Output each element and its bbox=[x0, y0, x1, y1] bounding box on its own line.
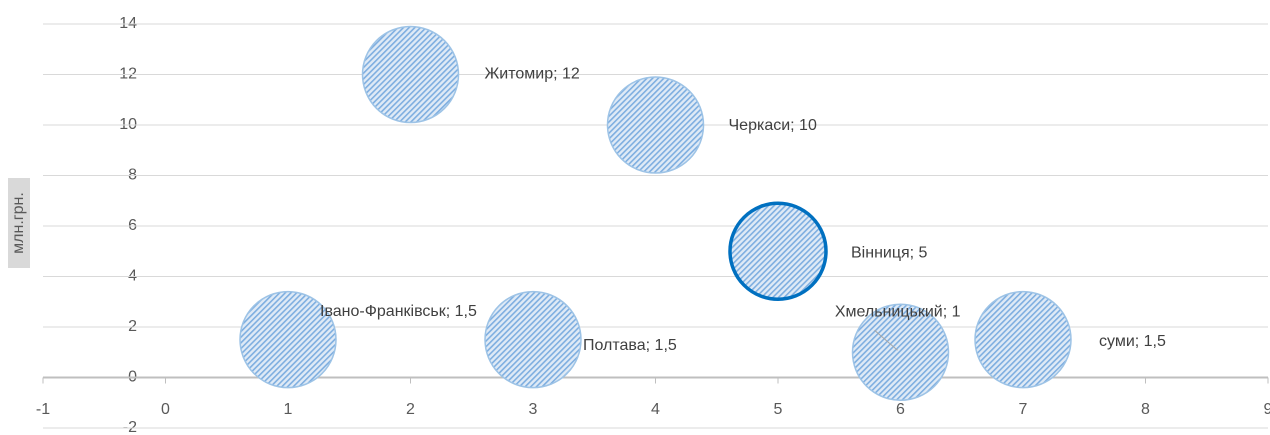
data-label: Хмельницький; 1 bbox=[835, 303, 961, 320]
x-tick-label: 1 bbox=[284, 401, 293, 418]
x-tick-label: 8 bbox=[1141, 401, 1150, 418]
x-tick-label: 9 bbox=[1264, 401, 1270, 418]
bubble bbox=[851, 303, 950, 401]
y-axis-label: млн.грн. bbox=[10, 192, 27, 254]
y-label-box bbox=[8, 178, 30, 268]
x-tick-label: 3 bbox=[529, 401, 538, 418]
data-label: Вінниця; 5 bbox=[851, 244, 928, 261]
bubble bbox=[239, 290, 337, 389]
data-label: суми; 1,5 bbox=[1099, 333, 1166, 350]
data-label: Івано-Франківськ; 1,5 bbox=[320, 303, 477, 320]
x-tick-label: 7 bbox=[1019, 401, 1028, 418]
data-label: Черкаси; 10 bbox=[729, 117, 817, 134]
data-label: Житомир; 12 bbox=[485, 66, 580, 83]
x-tick-label: 5 bbox=[774, 401, 783, 418]
bubble bbox=[974, 290, 1072, 389]
x-tick-label: -1 bbox=[36, 401, 50, 418]
bubble bbox=[484, 290, 582, 389]
x-tick-label: 2 bbox=[406, 401, 415, 418]
bubble bbox=[361, 25, 460, 124]
x-tick-label: 4 bbox=[651, 401, 660, 418]
bubble bbox=[728, 201, 828, 301]
data-label: Полтава; 1,5 bbox=[583, 337, 677, 354]
bubble bbox=[606, 76, 705, 174]
x-tick-label: 6 bbox=[896, 401, 905, 418]
y-tick-label: -2 bbox=[123, 419, 137, 435]
x-tick-label: 0 bbox=[161, 401, 170, 418]
leader-line bbox=[874, 329, 898, 351]
